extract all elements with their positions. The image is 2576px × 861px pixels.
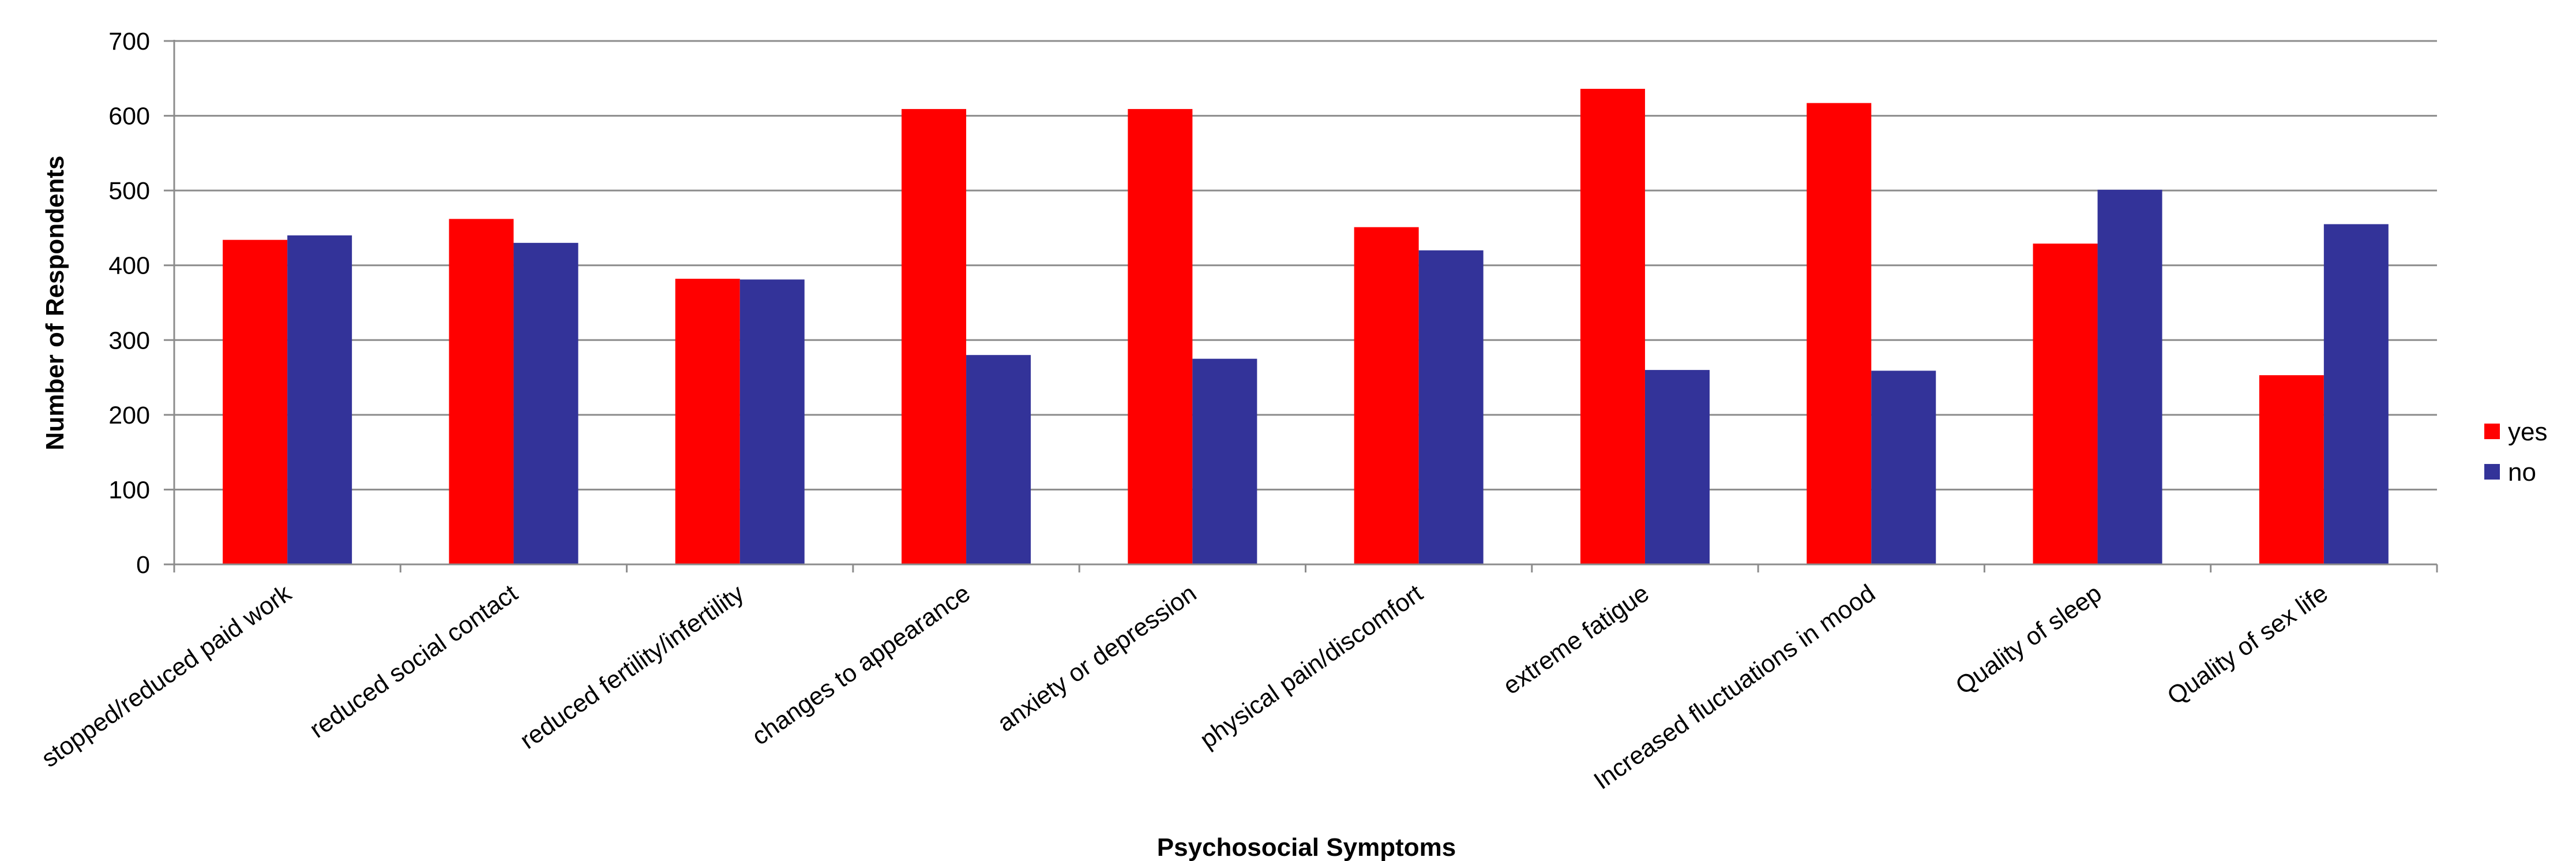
x-category-label: reduced social contact — [305, 579, 523, 744]
bar-no — [2097, 189, 2162, 564]
y-tick-label: 500 — [108, 177, 150, 205]
axes — [173, 40, 2438, 572]
bar-yes — [449, 219, 514, 564]
bar-no — [287, 235, 352, 564]
bar-no — [513, 242, 579, 564]
bar-no — [1871, 370, 1936, 564]
legend-label-yes: yes — [2508, 418, 2547, 446]
y-tick-label: 300 — [108, 327, 150, 354]
x-category-label: extreme fatigue — [1498, 579, 1654, 700]
y-tick-label: 400 — [108, 252, 150, 280]
x-category-labels: stopped/reduced paid work reduced social … — [36, 579, 2333, 795]
x-category-label: physical pain/discomfort — [1195, 579, 1428, 754]
bar-yes — [675, 279, 740, 564]
y-tick-label: 100 — [108, 476, 150, 504]
bar-yes — [1354, 227, 1419, 565]
y-axis-title: Number of Respondents — [41, 156, 69, 451]
x-category-label: stopped/reduced paid work — [36, 579, 296, 773]
x-category-label: anxiety or depression — [993, 579, 1201, 738]
bar-yes — [2033, 244, 2098, 565]
bar-yes — [902, 108, 967, 564]
bar-yes — [1128, 108, 1193, 564]
legend-swatch-yes — [2484, 424, 2500, 439]
x-axis-title: Psychosocial Symptoms — [1157, 833, 1456, 861]
bar-no — [1192, 358, 1257, 564]
y-tick-label: 0 — [136, 551, 150, 579]
bar-no — [1418, 250, 1484, 564]
bar-no — [1644, 370, 1710, 564]
y-tick-label: 700 — [108, 28, 150, 55]
x-category-label: changes to appearance — [747, 579, 975, 751]
legend-label-no: no — [2508, 458, 2536, 486]
y-tick-label: 200 — [108, 402, 150, 429]
x-category-label: reduced fertility/infertility — [515, 579, 749, 755]
bar-no — [2323, 224, 2389, 564]
legend-swatch-no — [2484, 464, 2500, 480]
bar-yes — [223, 239, 288, 564]
x-category-label: Quality of sleep — [1951, 579, 2106, 700]
bar-yes — [2259, 375, 2324, 564]
bar-no — [966, 355, 1031, 564]
y-tick-label: 600 — [108, 103, 150, 130]
y-tick-labels: 0 100 200 300 400 500 600 700 — [108, 28, 150, 579]
bars — [223, 88, 2389, 565]
bar-yes — [1807, 103, 1872, 564]
legend: yes no — [2484, 418, 2547, 486]
x-category-label: Quality of sex life — [2162, 579, 2333, 710]
bar-yes — [1580, 88, 1645, 564]
bar-no — [739, 279, 805, 564]
